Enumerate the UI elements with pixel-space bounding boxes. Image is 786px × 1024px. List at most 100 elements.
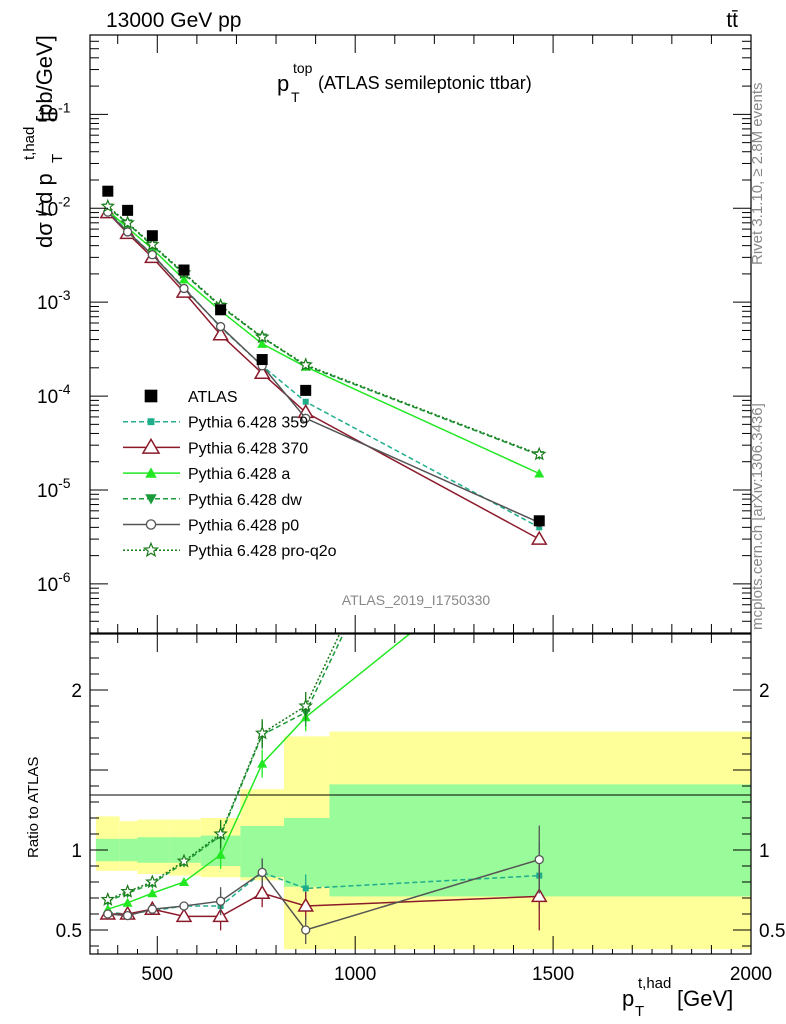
xlabel-post: [GeV] [677,986,733,1011]
legend-label-pythia-6-428-a: Pythia 6.428 a [188,466,290,483]
main-point-atlas [178,264,190,276]
plot-title: p top T (ATLAS semileptonic ttbar) [277,60,532,105]
y-tick-label: 10-6 [37,569,71,596]
ratio-point-pythia-6-428-pro-q2o [254,725,270,740]
ratio-point-pythia-6-428-p0 [215,896,226,906]
plot-title-sub: T [291,89,300,105]
ratio-point-pythia-6-428-p0 [257,867,267,878]
main-point-pythia-6-428-359 [536,524,543,531]
ratio-y-tick-label-right: 2 [759,681,770,702]
ratio-point-pythia-6-428-p0 [179,901,189,911]
main-point-atlas [300,384,312,396]
main-series-layer [99,185,548,545]
ratio-point-pythia-6-428-370 [530,887,548,903]
xlabel-sub: T [635,1003,644,1020]
main-line-pythia-6-428-dw [107,206,540,456]
ratio-point-pythia-6-428-pro-q2o [120,883,135,898]
ratio-point-pythia-6-428-p0 [122,910,133,921]
main-ylabel-sup: t,had [21,127,38,160]
y-tick-label: 10-5 [37,475,71,502]
stat-band-bin [119,838,138,862]
main-point-atlas [102,185,114,197]
legend-marker-pythia-6-428-359 [147,418,155,426]
main-point-pythia-6-428-a [534,468,545,478]
ratio-y-tick-label: 1 [71,841,82,862]
main-line-pythia-6-428-370 [107,212,540,540]
plot-title-main: p [277,71,289,96]
ratio-y-tick-label-right: 1 [759,841,770,862]
axis-tick-labels: 500 1000 1500 2000 10-6 10-5 10-4 10-3 10-2 10-1 0… [37,99,785,985]
ratio-point-pythia-6-428-359 [302,885,309,892]
ratio-y-tick-label: 0.5 [56,921,82,942]
main-point-atlas [215,304,227,316]
ratio-point-pythia-6-428-p0 [534,854,544,865]
stat-band-bin [283,818,330,887]
main-point-atlas [122,204,134,216]
ratio-uncertainty-bands [95,731,751,950]
main-point-atlas [533,515,545,527]
ratio-point-pythia-6-428-pro-q2o [176,853,192,868]
main-point-atlas [256,354,268,366]
main-plot-frame [89,34,752,634]
legend-label-pythia-6-428-dw: Pythia 6.428 dw [188,492,302,509]
legend-label-pythia-6-428-370: Pythia 6.428 370 [188,440,308,457]
ratio-series-layer [99,634,548,944]
ratio-point-pythia-6-428-a [257,758,268,768]
main-line-pythia-6-428-359 [107,210,540,529]
ratio-point-pythia-6-428-p0 [301,925,311,935]
main-point-pythia-6-428-a [257,338,268,348]
ratio-y-tick-label-right: 0.5 [759,921,785,942]
ratio-point-pythia-6-428-pro-q2o [145,874,160,889]
legend-label-atlas: ATLAS [188,389,238,406]
x-tick-label: 1500 [532,964,574,985]
main-point-pythia-6-428-370 [530,530,548,545]
rivet-version-label: Rivet 3.1.10, ≥ 2.8M events [749,83,766,266]
main-line-pythia-6-428-p0 [107,211,540,524]
energy-label: 13000 GeV pp [106,9,241,32]
main-line-pythia-6-428-a [107,209,540,475]
stat-band-bin [329,784,751,897]
ratio-point-pythia-6-428-pro-q2o [213,826,228,841]
ratio-point-pythia-6-428-a [179,877,190,886]
ratio-y-axis-label: Ratio to ATLAS [25,757,42,858]
main-point-pythia-6-428-pro-q2o [298,357,313,372]
main-ylabel-post: [pb/GeV] [32,35,57,122]
ratio-plot-frame [89,633,752,955]
process-label: tt̄ [726,9,738,32]
ratio-line-pythia-6-428-a [107,634,411,910]
y-tick-label: 10-3 [37,287,71,314]
main-point-atlas [146,230,158,242]
main-line-pythia-6-428-pro-q2o [107,205,540,456]
x-tick-label: 500 [141,964,173,985]
ratio-point-pythia-6-428-pro-q2o [100,891,116,906]
legend-marker-pythia-6-428-pro-q2o [142,541,160,558]
legend-marker-pythia-6-428-370 [141,437,161,454]
main-point-pythia-6-428-pro-q2o [531,446,547,461]
ratio-point-pythia-6-428-a [147,888,158,898]
main-point-pythia-6-428-pro-q2o [254,329,270,344]
x-tick-label: 1000 [334,964,376,985]
main-point-pythia-6-428-370 [212,326,229,341]
xlabel-main: p [622,986,634,1011]
ratio-point-pythia-6-428-pro-q2o [298,698,313,713]
y-tick-label: 10-4 [37,381,71,408]
ratio-point-pythia-6-428-p0 [103,909,113,919]
main-point-pythia-6-428-p0 [301,413,311,423]
ratio-point-pythia-6-428-a [122,897,133,907]
ratio-point-pythia-6-428-370 [253,884,271,899]
plot-title-rest: (ATLAS semileptonic ttbar) [318,73,532,93]
ratio-y-tick-label: 2 [71,681,82,702]
ratio-point-pythia-6-428-p0 [147,904,157,914]
x-tick-label: 2000 [730,964,772,985]
main-point-pythia-6-428-p0 [122,227,133,237]
ratio-point-pythia-6-428-370 [297,897,315,912]
axis-ticks [90,34,752,954]
main-point-pythia-6-428-pro-q2o [120,215,135,230]
ratio-point-pythia-6-428-370 [212,907,229,923]
analysis-id-label: ATLAS_2019_I1750330 [342,592,491,608]
x-axis-label: p t,had T [GeV] [622,975,733,1020]
legend-marker-pythia-6-428-a [145,467,157,478]
legend-label-pythia-6-428-359: Pythia 6.428 359 [188,415,308,432]
main-point-pythia-6-428-pro-q2o [145,236,160,251]
